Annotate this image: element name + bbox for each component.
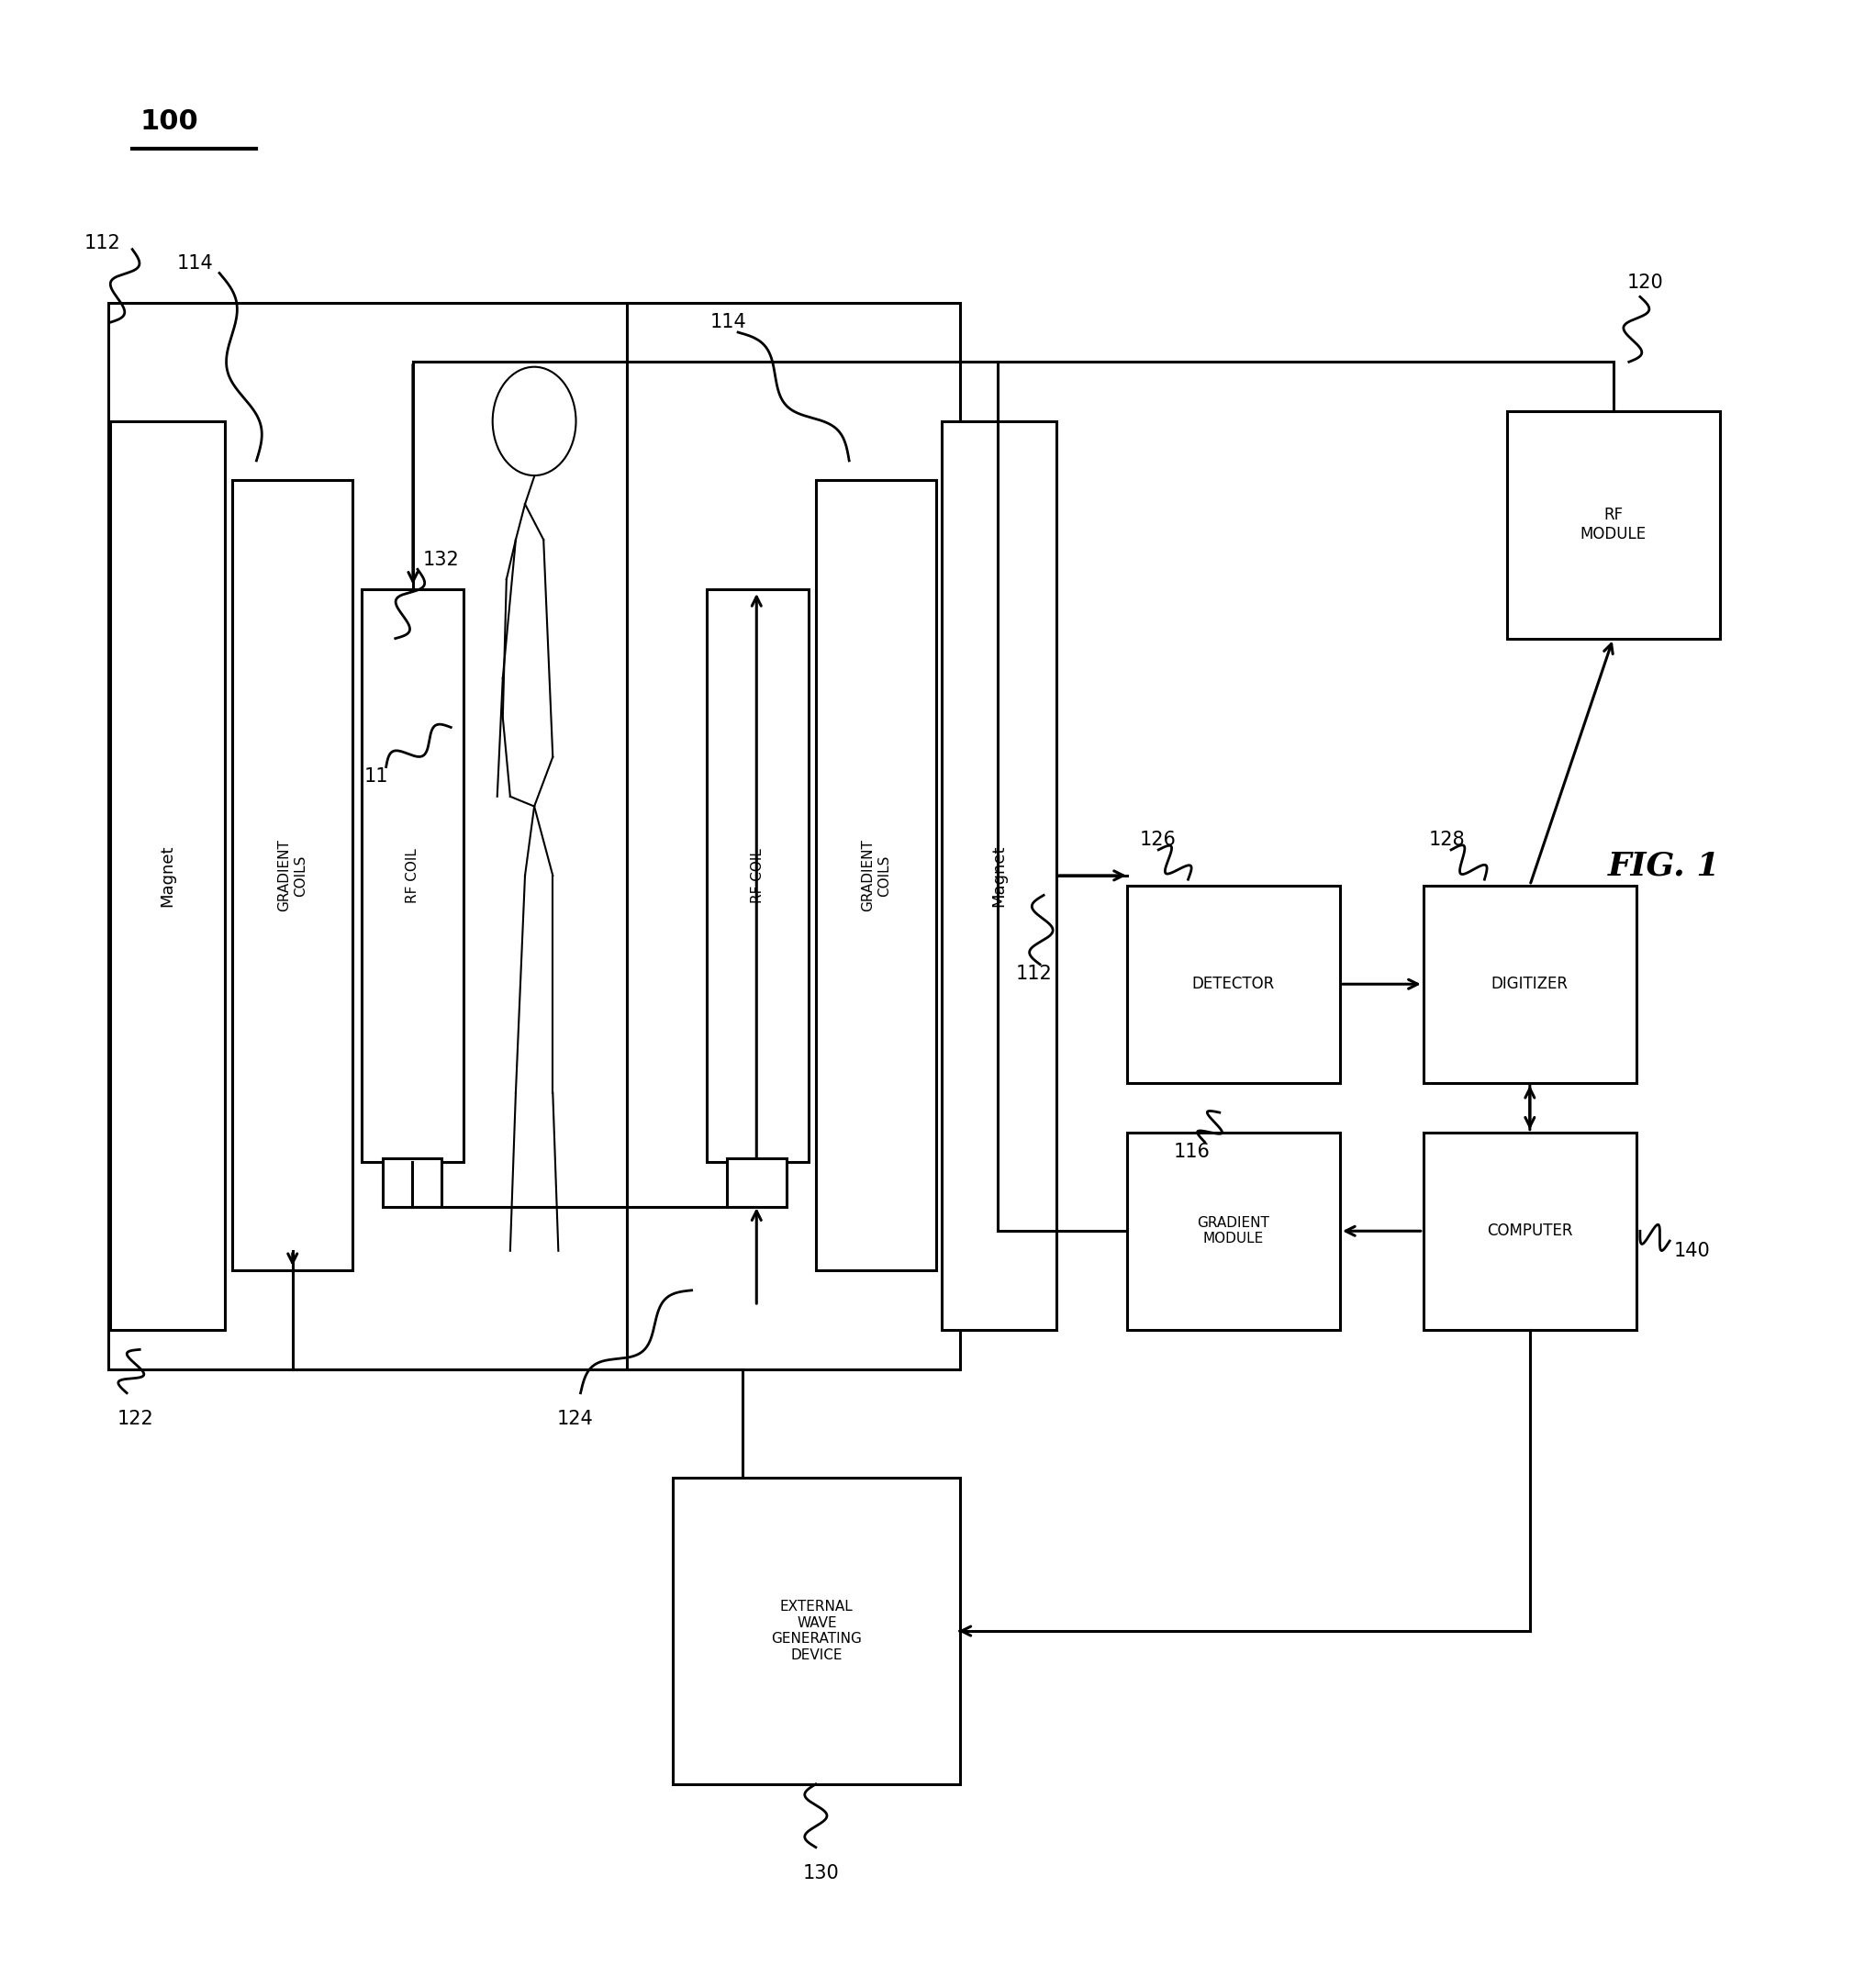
Text: 114: 114 <box>711 314 746 332</box>
Text: 100: 100 <box>140 107 198 135</box>
Text: 128: 128 <box>1429 831 1466 849</box>
Text: DETECTOR: DETECTOR <box>1192 976 1276 992</box>
FancyBboxPatch shape <box>707 588 808 1161</box>
Text: GRADIENT
MODULE: GRADIENT MODULE <box>1197 1217 1270 1246</box>
FancyBboxPatch shape <box>233 481 352 1270</box>
Text: 120: 120 <box>1626 274 1664 292</box>
Text: FIG. 1: FIG. 1 <box>1608 851 1720 881</box>
Text: 112: 112 <box>84 235 121 252</box>
FancyBboxPatch shape <box>673 1477 960 1783</box>
Text: 11: 11 <box>364 767 388 785</box>
FancyBboxPatch shape <box>815 481 936 1270</box>
Text: 124: 124 <box>556 1409 593 1427</box>
FancyBboxPatch shape <box>110 421 226 1330</box>
Text: COMPUTER: COMPUTER <box>1486 1223 1572 1239</box>
FancyBboxPatch shape <box>1423 1133 1636 1330</box>
Text: 132: 132 <box>423 551 459 569</box>
FancyBboxPatch shape <box>727 1157 787 1207</box>
Text: RF
MODULE: RF MODULE <box>1580 507 1647 543</box>
FancyBboxPatch shape <box>1507 412 1720 638</box>
Text: EXTERNAL
WAVE
GENERATING
DEVICE: EXTERNAL WAVE GENERATING DEVICE <box>772 1600 862 1662</box>
Text: 112: 112 <box>1016 964 1052 984</box>
Text: 130: 130 <box>802 1865 839 1883</box>
Text: 116: 116 <box>1173 1143 1210 1161</box>
Text: GRADIENT
COILS: GRADIENT COILS <box>862 839 891 912</box>
Text: RF COIL: RF COIL <box>407 849 420 903</box>
FancyBboxPatch shape <box>362 588 464 1161</box>
Text: 140: 140 <box>1673 1242 1710 1260</box>
Text: Magnet: Magnet <box>159 845 175 907</box>
FancyBboxPatch shape <box>942 421 1057 1330</box>
Text: DIGITIZER: DIGITIZER <box>1492 976 1568 992</box>
Text: RF COIL: RF COIL <box>750 849 765 903</box>
FancyBboxPatch shape <box>1126 885 1339 1083</box>
FancyBboxPatch shape <box>1423 885 1636 1083</box>
Text: Magnet: Magnet <box>990 845 1007 907</box>
Text: 122: 122 <box>117 1409 155 1427</box>
FancyBboxPatch shape <box>382 1157 442 1207</box>
Text: 126: 126 <box>1140 831 1177 849</box>
Text: 114: 114 <box>177 254 213 272</box>
FancyBboxPatch shape <box>1126 1133 1339 1330</box>
Text: GRADIENT
COILS: GRADIENT COILS <box>278 839 308 912</box>
